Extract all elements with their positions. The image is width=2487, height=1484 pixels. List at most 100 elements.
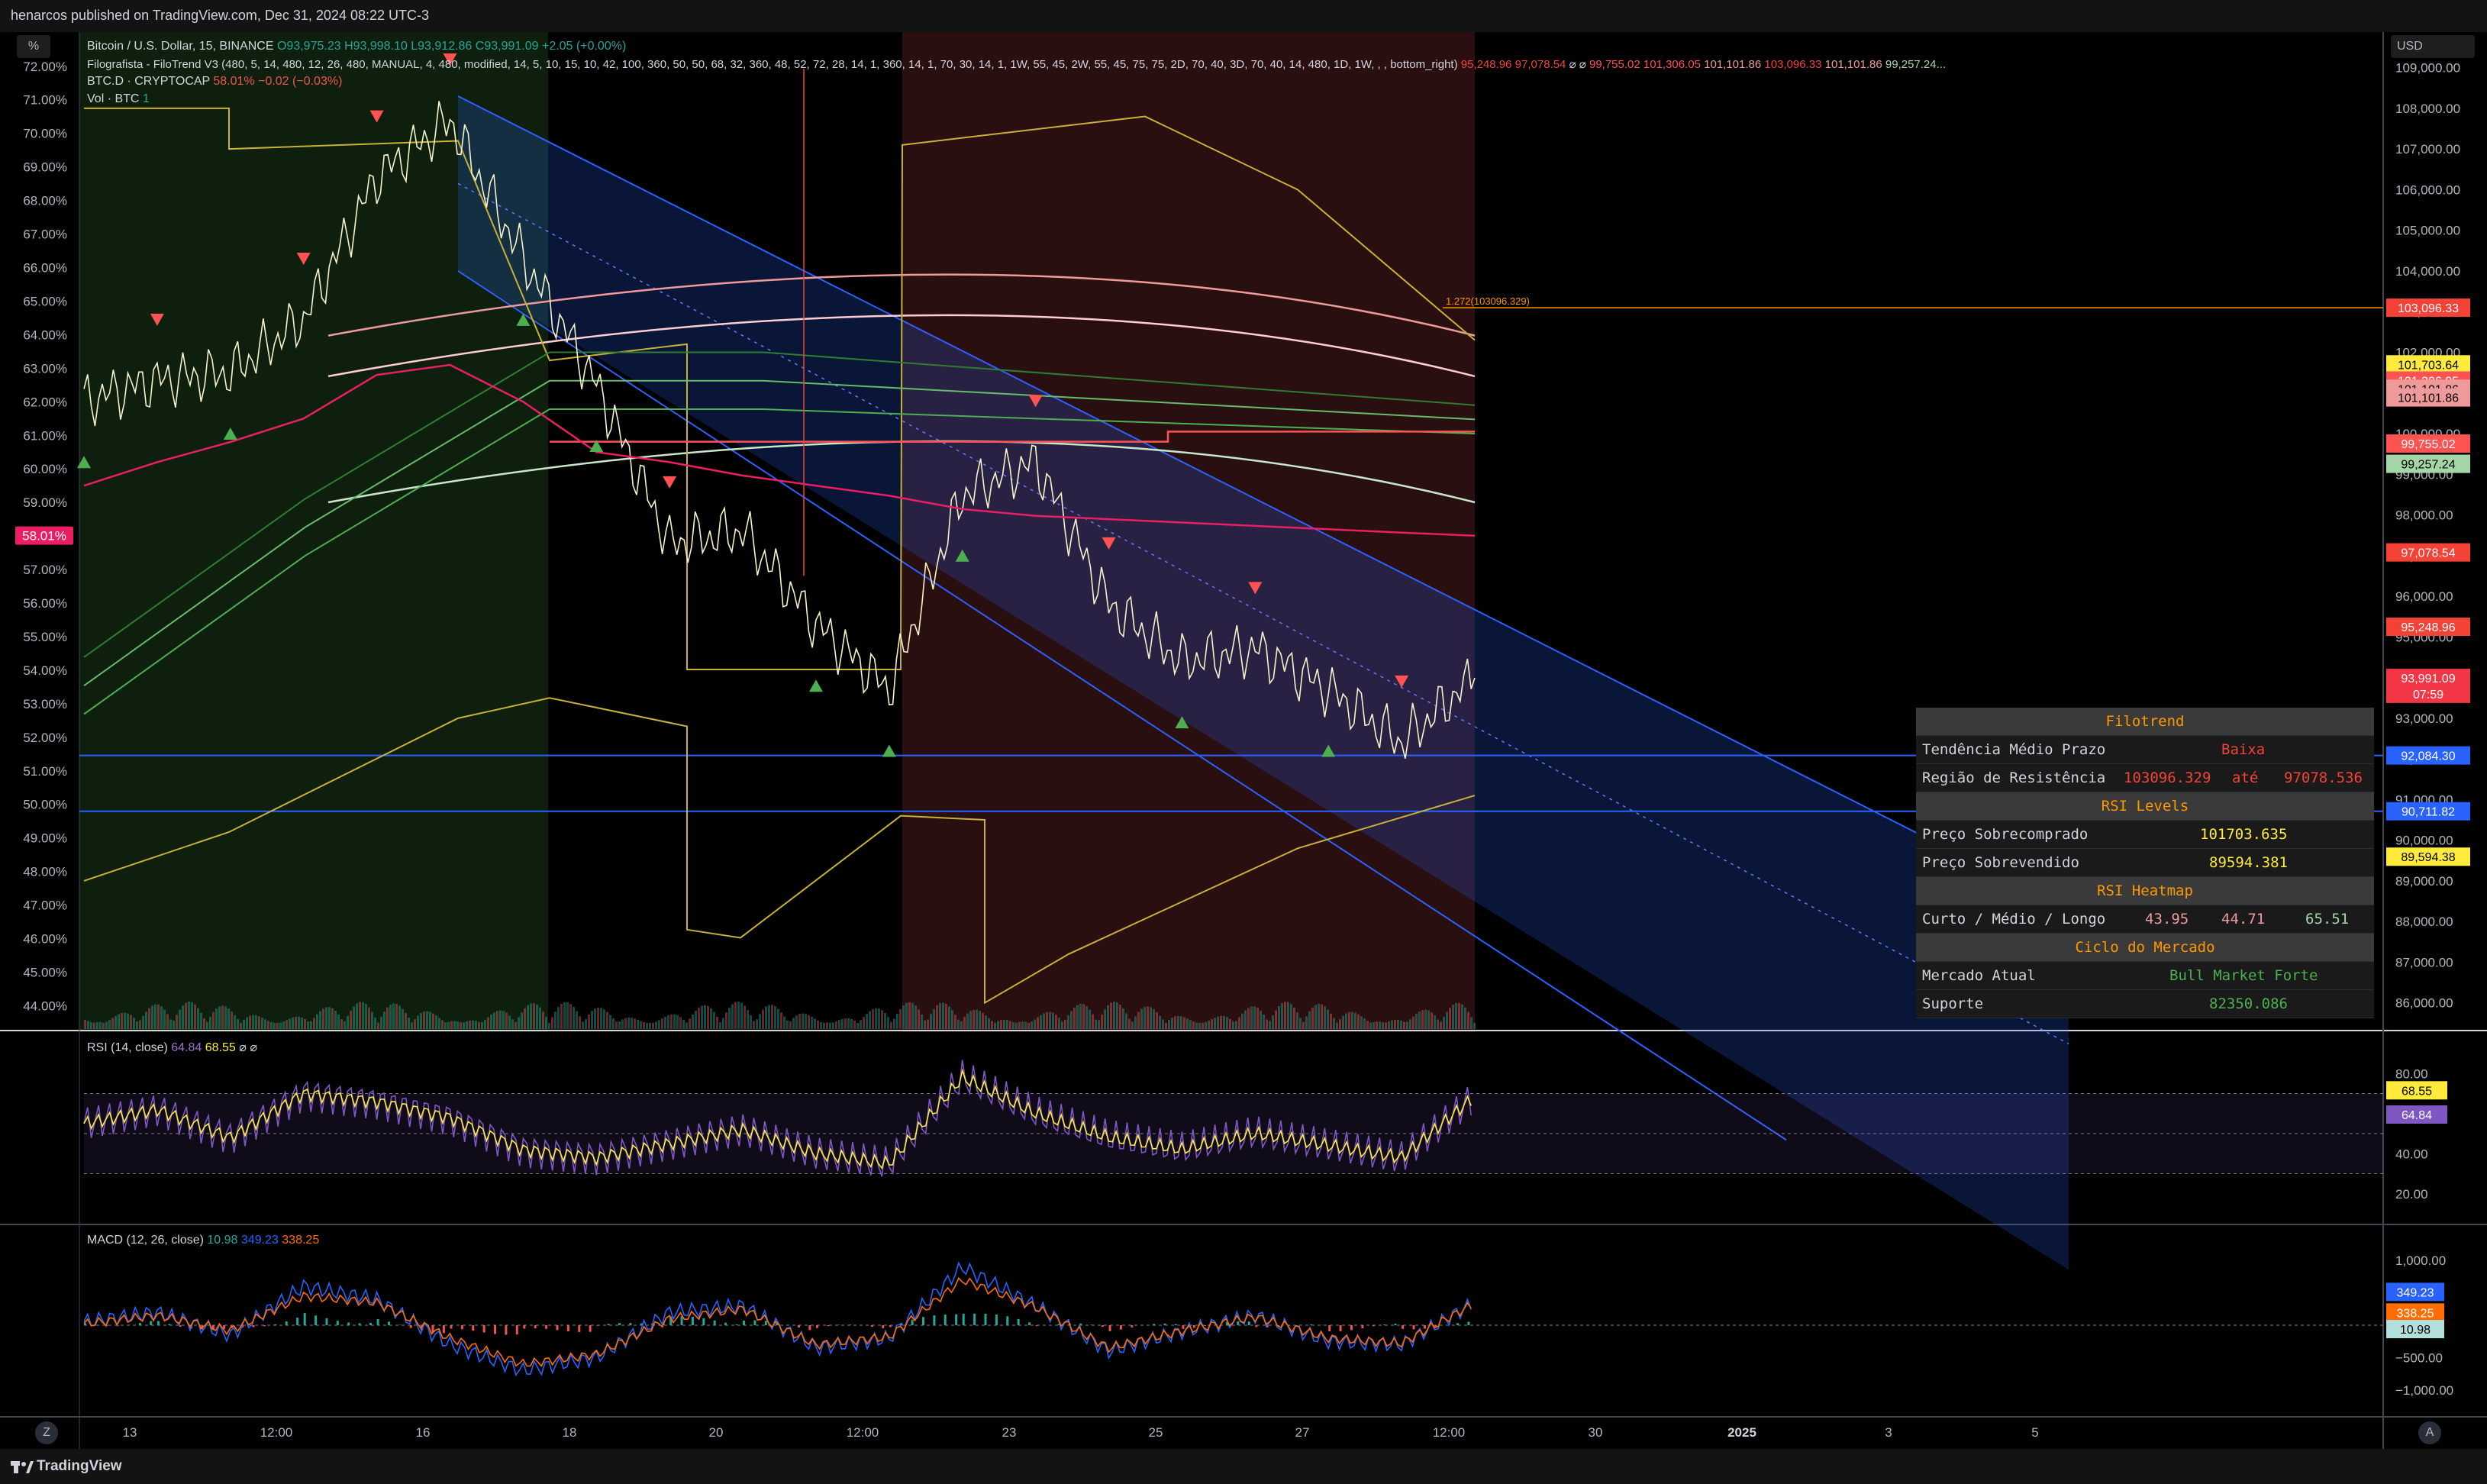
volume-bar <box>383 1011 385 1029</box>
left-axis-label: 52.00% <box>23 731 67 745</box>
macd-histogram-bar <box>1361 1325 1364 1328</box>
time-axis-label: 12:00 <box>260 1425 293 1440</box>
volume-bar <box>136 1021 138 1029</box>
volume-bar <box>945 1003 947 1029</box>
volume-bar <box>438 1018 440 1029</box>
volume-bar <box>1140 1008 1143 1029</box>
volume-bar <box>951 1010 953 1029</box>
volume-bar <box>432 1013 434 1029</box>
volume-bar <box>973 1009 975 1029</box>
a-button[interactable]: A <box>2418 1421 2441 1444</box>
macd-legend[interactable]: MACD (12, 26, close) 10.98 349.23 338.25 <box>87 1234 319 1247</box>
macd-histogram-bar <box>460 1325 463 1330</box>
volume-bar <box>835 1021 837 1029</box>
volume-bar <box>389 1005 392 1029</box>
volume-bar <box>118 1014 120 1029</box>
right-axis-label: 86,000.00 <box>2395 996 2453 1011</box>
volume-bar <box>1006 1020 1008 1029</box>
volume-bar <box>1147 1006 1149 1029</box>
green-support-line <box>83 379 1476 687</box>
volume-bar <box>1293 1007 1295 1029</box>
volume-bar <box>365 1004 367 1029</box>
volume-bar <box>124 1012 126 1029</box>
volume-bar <box>933 1008 935 1029</box>
heatmap-label: Curto / Médio / Longo <box>1922 911 2106 928</box>
volume-bar <box>1137 1011 1140 1029</box>
macd-histogram-bar <box>252 1325 255 1328</box>
price-badge-text: 99,755.02 <box>2401 438 2455 451</box>
volume-bar <box>914 1005 917 1029</box>
indicator-arc <box>327 273 1476 337</box>
volume-bar <box>1247 1008 1250 1029</box>
legend-low: L93,912.86 <box>411 40 473 53</box>
volume-bar <box>1299 1018 1302 1029</box>
volume-bar <box>206 1021 208 1029</box>
volume-bar <box>591 1011 593 1029</box>
volume-bar <box>774 1006 776 1029</box>
macd-histogram-bar <box>376 1318 379 1325</box>
volume-bar <box>328 1007 331 1029</box>
volume-bar <box>173 1020 175 1029</box>
macd-histogram-bar <box>1310 1324 1313 1325</box>
volume-bar <box>307 1021 309 1029</box>
volume-bar <box>533 1003 535 1029</box>
volume-bar <box>627 1017 630 1029</box>
heatmap-long: 65.51 <box>2305 911 2350 928</box>
time-axis-label: 20 <box>709 1425 724 1440</box>
volume-bar <box>511 1019 514 1029</box>
volume-bar <box>322 1008 324 1029</box>
volume-bar <box>698 1008 700 1029</box>
macd-histogram-bar <box>1288 1325 1291 1326</box>
volume-bar <box>991 1021 993 1029</box>
price-line <box>83 101 1476 759</box>
right-axis-label: 109,000.00 <box>2395 61 2460 76</box>
volume-bar <box>539 1007 541 1029</box>
volume-bar <box>1153 1009 1155 1029</box>
volume-bar <box>673 1014 676 1029</box>
volume-bar <box>1269 1021 1271 1029</box>
volume-bar <box>1067 1015 1069 1029</box>
z-button[interactable]: Z <box>35 1421 58 1444</box>
macd-histogram-bar <box>589 1325 592 1332</box>
volume-bar <box>716 1016 718 1029</box>
volume-bar <box>615 1021 618 1029</box>
rsi-value: 64.84 <box>171 1041 202 1054</box>
volume-bar <box>304 1018 306 1029</box>
volume-bar <box>1076 1005 1079 1029</box>
macd-pane <box>0 1226 2487 1417</box>
macd-histogram-bar <box>1028 1322 1031 1325</box>
legend-btcd-row[interactable]: BTC.D · CRYPTOCAP 58.01% −0.02 (−0.03%) <box>87 75 342 89</box>
volume-bar <box>908 1002 911 1029</box>
volume-bar <box>1314 1005 1317 1029</box>
overbought-value: 101703.635 <box>2200 826 2288 843</box>
percent-button[interactable]: % <box>17 35 50 58</box>
macd-histogram-bar <box>1247 1321 1250 1325</box>
left-axis-label: 47.00% <box>23 898 67 913</box>
volume-bar <box>1104 1009 1106 1029</box>
volume-bar <box>1382 1022 1384 1029</box>
volume-bar <box>398 1005 401 1029</box>
macd-histogram-bar <box>1350 1325 1353 1331</box>
volume-bar <box>145 1011 147 1029</box>
sell-signal-marker <box>296 252 311 265</box>
left-axis-label: 60.00% <box>23 462 67 476</box>
volume-bar <box>108 1020 111 1029</box>
volume-bar <box>1318 1003 1320 1029</box>
legend-indicator-row[interactable]: Filografista - FiloTrend V3 (480, 5, 14,… <box>87 57 1946 71</box>
volume-bar <box>814 1018 816 1029</box>
legend-symbol-row[interactable]: Bitcoin / U.S. Dollar, 15, BINANCE O93,9… <box>87 40 626 53</box>
macd-histogram-bar <box>776 1322 779 1325</box>
legend-vol-row[interactable]: Vol · BTC 1 <box>87 92 150 106</box>
sell-signal-marker <box>443 53 457 66</box>
legend-vol: Vol · BTC <box>87 92 140 105</box>
right-axis-label: 105,000.00 <box>2395 224 2460 238</box>
volume-bar <box>475 1021 477 1029</box>
volume-bar <box>99 1021 102 1029</box>
rsi-legend[interactable]: RSI (14, close) 64.84 68.55 ⌀ ⌀ <box>87 1040 257 1055</box>
right-axis-label: 106,000.00 <box>2395 182 2460 197</box>
legend-indicator-value: 99,257.24... <box>1882 58 1947 71</box>
usd-button[interactable]: USD <box>2391 35 2475 58</box>
volume-bar <box>1009 1021 1011 1029</box>
volume-bar <box>423 1011 425 1029</box>
